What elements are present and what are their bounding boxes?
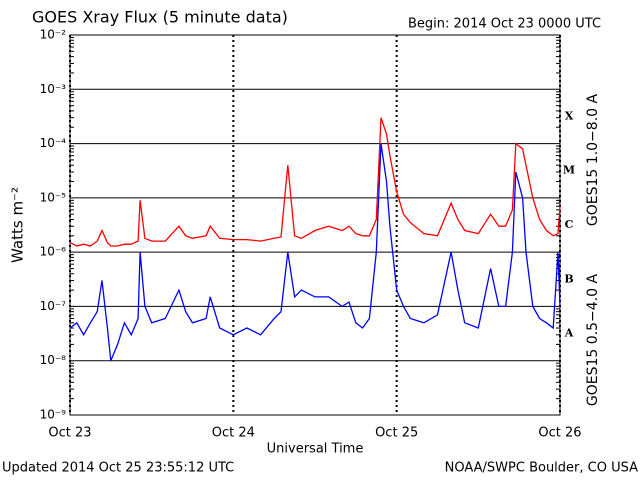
plot-frame xyxy=(69,34,561,416)
y-axis-label: Watts m⁻² xyxy=(9,187,27,263)
y-tick-label: 10⁻⁹ xyxy=(40,408,67,422)
y-tick-label: 10⁻⁶ xyxy=(40,245,67,259)
y-tick-label: 10⁻³ xyxy=(40,82,67,96)
footer-right: NOAA/SWPC Boulder, CO USA xyxy=(445,461,638,476)
chart-subtitle: Begin: 2014 Oct 23 0000 UTC xyxy=(408,17,601,32)
x-tick-label: Oct 26 xyxy=(538,426,581,441)
flare-class-label: B xyxy=(564,272,573,285)
footer-left: Updated 2014 Oct 25 23:55:12 UTC xyxy=(2,461,234,476)
x-tick-label: Oct 23 xyxy=(48,426,91,441)
legend-label: GOES15 0.5−4.0 A xyxy=(585,274,601,407)
series-line xyxy=(69,143,561,361)
flare-class-label: A xyxy=(564,327,574,340)
series-line xyxy=(69,117,561,247)
legend-label: GOES15 1.0−8.0 A xyxy=(585,94,601,227)
flare-class-label: M xyxy=(563,164,575,177)
x-tick-label: Oct 25 xyxy=(375,426,418,441)
y-tick-label: 10⁻⁷ xyxy=(40,299,67,313)
x-tick-label: Oct 24 xyxy=(212,426,255,441)
flare-class-label: X xyxy=(565,109,574,122)
y-tick-label: 10⁻² xyxy=(40,28,67,42)
x-axis-label: Universal Time xyxy=(267,442,364,457)
y-tick-label: 10⁻⁸ xyxy=(40,353,67,367)
chart-title: GOES Xray Flux (5 minute data) xyxy=(32,8,288,27)
y-tick-label: 10⁻⁵ xyxy=(40,190,67,204)
flare-class-label: C xyxy=(565,218,574,231)
y-tick-label: 10⁻⁴ xyxy=(40,136,67,150)
